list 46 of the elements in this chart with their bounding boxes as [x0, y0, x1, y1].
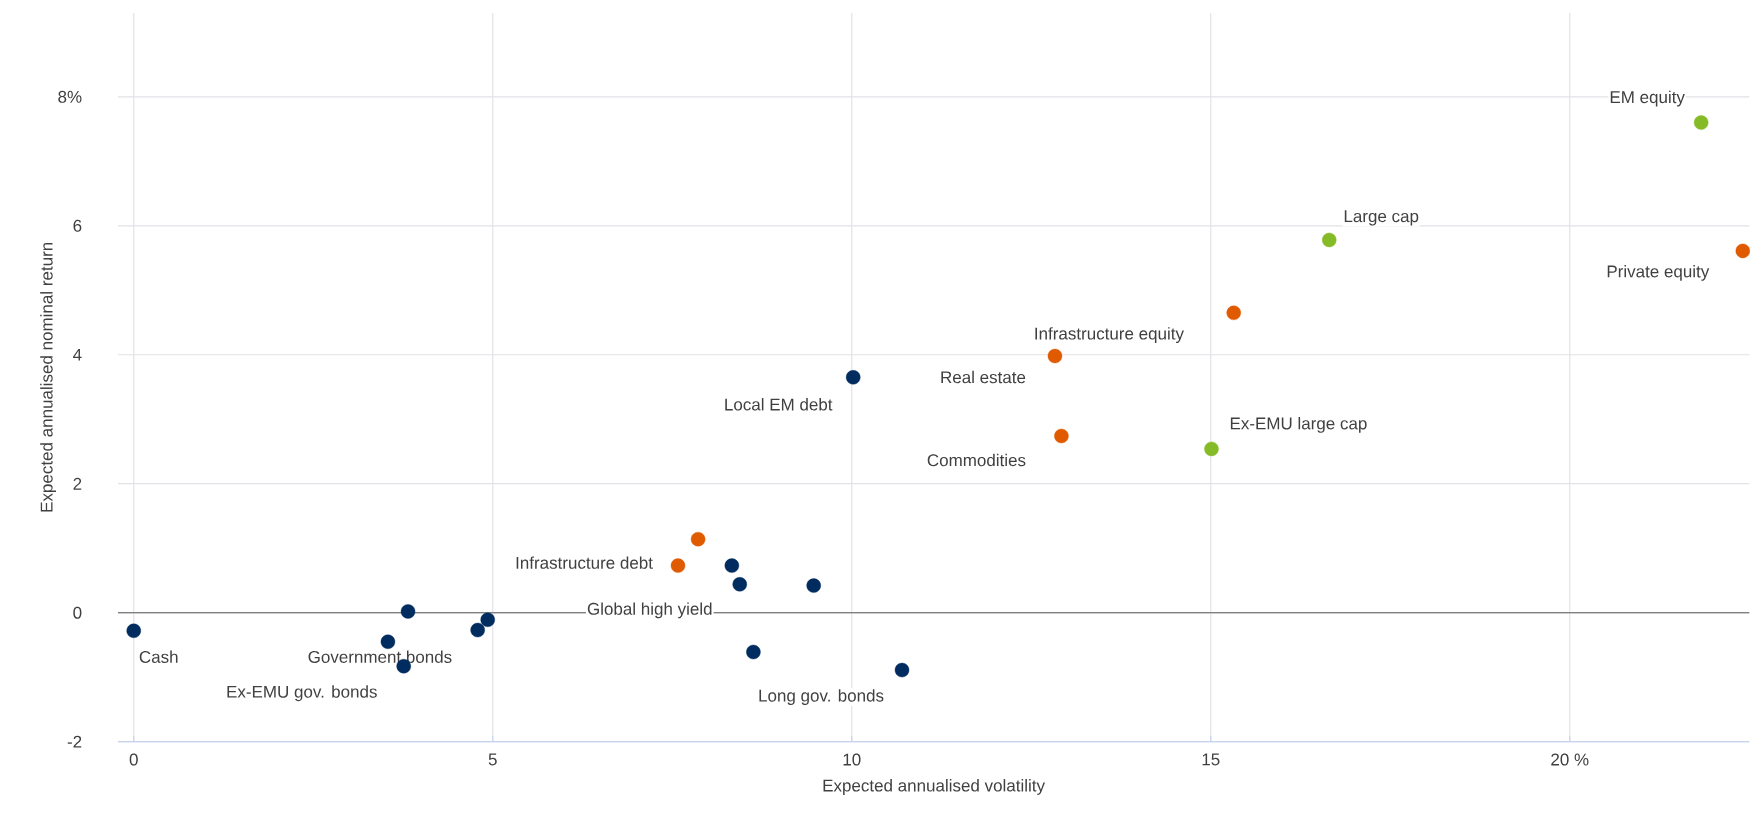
- y-axis-title: Expected annualised nominal return: [40, 243, 57, 512]
- annotation: Ex-EMU gov. bonds: [227, 685, 377, 702]
- annotation: Local EM debt: [725, 398, 833, 411]
- point: [470, 623, 485, 638]
- point: [400, 604, 416, 619]
- point: [746, 645, 761, 660]
- point: [732, 577, 747, 592]
- y-tick-label: 6: [73, 219, 82, 232]
- point: [1204, 441, 1219, 457]
- annotation: Ex-EMU large cap: [1230, 417, 1367, 434]
- annotation: Private equity: [1607, 265, 1710, 282]
- point: [1047, 349, 1063, 364]
- annotation: Government bonds: [308, 650, 452, 664]
- annotation: Real estate: [941, 370, 1026, 384]
- annotation: Commodities: [927, 453, 1026, 467]
- x-tick-label: 10: [843, 753, 861, 766]
- point: [126, 623, 141, 639]
- point: [480, 612, 495, 628]
- point: [894, 663, 910, 678]
- point: [1054, 428, 1069, 444]
- y-tick-label: 2: [73, 477, 82, 490]
- y-tick-label: 0: [73, 606, 82, 619]
- annotation: Infrastructure equity: [1035, 327, 1184, 344]
- point: [806, 578, 821, 593]
- annotation: Large cap: [1344, 210, 1419, 226]
- x-tick-label: 5: [488, 753, 497, 766]
- x-axis-title: Expected annualised volatility: [823, 779, 1045, 796]
- point: [1226, 305, 1241, 321]
- x-tick-label: 0: [129, 753, 138, 766]
- y-tick-label: 8%: [58, 90, 82, 104]
- y-tick-label: -2: [67, 735, 82, 748]
- point: [380, 634, 396, 650]
- y-tick-label: 4: [73, 349, 82, 361]
- x-tick-label: 15: [1202, 753, 1220, 766]
- annotation: Infrastructure debt: [516, 556, 653, 570]
- point: [690, 532, 706, 547]
- annotation: Global high yield: [587, 602, 712, 619]
- annotation: Cash: [139, 650, 178, 664]
- point: [1693, 115, 1709, 130]
- annotation: EM equity: [1610, 90, 1685, 107]
- annotation: Long gov. bonds: [759, 689, 884, 706]
- x-tick-label: 20 %: [1551, 753, 1589, 766]
- point: [1322, 232, 1337, 248]
- point: [846, 370, 861, 385]
- point: [724, 558, 740, 573]
- point: [670, 558, 686, 573]
